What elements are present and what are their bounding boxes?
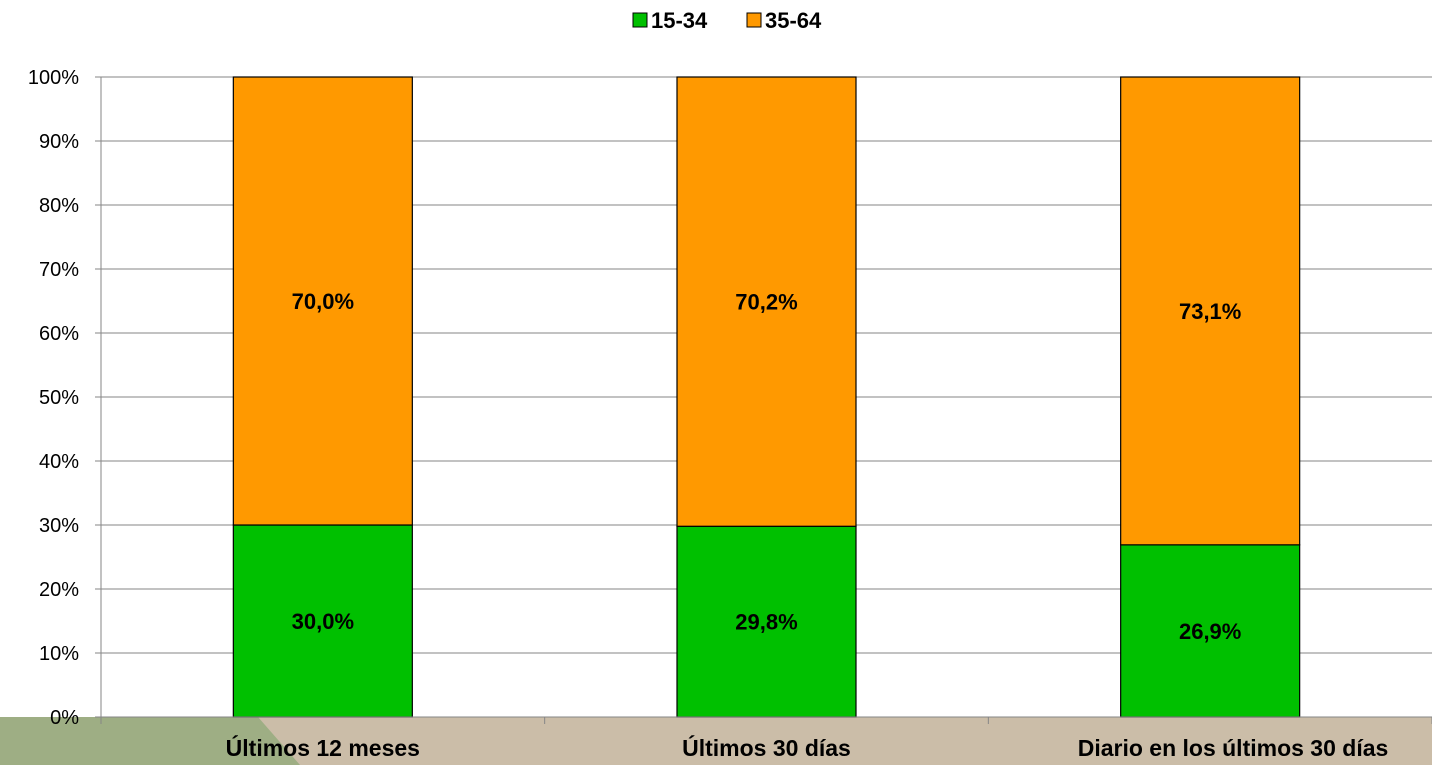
y-tick-label: 10% <box>39 643 79 665</box>
legend-label-15-34: 15-34 <box>651 8 708 33</box>
data-labels: 30,0% 70,0% 29,8% 70,2% 26,9% 73,1% <box>292 289 1242 644</box>
x-category-label: Últimos 12 meses <box>226 734 420 761</box>
y-tick-label: 50% <box>39 387 79 409</box>
bar-35-64-2 <box>676 76 857 527</box>
bottom-band-green-accent <box>0 717 300 765</box>
y-tick-label: 70% <box>39 259 79 281</box>
bar-35-64-1 <box>232 76 413 526</box>
y-axis: 0% 10% 20% 30% 40% 50% 60% 70% 80% 90% 100% <box>28 67 102 729</box>
bar-15-34-1 <box>232 524 413 718</box>
data-label-15-34-3: 26,9% <box>1179 619 1241 644</box>
data-label-15-34-2: 29,8% <box>735 610 797 635</box>
y-tick-label: 80% <box>39 195 79 217</box>
legend: 15-34 35-64 <box>632 8 822 33</box>
data-label-35-64-2: 70,2% <box>735 290 797 315</box>
bars <box>232 76 1301 718</box>
y-tick-label: 40% <box>39 451 79 473</box>
y-tick-label: 0% <box>50 707 79 729</box>
data-label-15-34-1: 30,0% <box>292 609 354 634</box>
bar-35-64-3 <box>1120 76 1301 546</box>
legend-swatch-35-64 <box>746 12 762 28</box>
x-axis: Últimos 12 meses Últimos 30 días Diario en… <box>100 716 1432 761</box>
y-tick-label: 20% <box>39 579 79 601</box>
data-label-35-64-1: 70,0% <box>292 289 354 314</box>
x-category-label: Últimos 30 días <box>682 734 851 761</box>
legend-swatch-15-34 <box>632 12 648 28</box>
slide-bottom-band <box>0 717 1432 765</box>
bar-15-34-2 <box>676 525 857 718</box>
data-label-35-64-3: 73,1% <box>1179 299 1241 324</box>
y-tick-label: 90% <box>39 131 79 153</box>
y-tick-label: 30% <box>39 515 79 537</box>
y-tick-label: 100% <box>28 67 79 89</box>
legend-label-35-64: 35-64 <box>765 8 822 33</box>
y-tick-label: 60% <box>39 323 79 345</box>
x-category-label: Diario en los últimos 30 días <box>1078 735 1389 761</box>
